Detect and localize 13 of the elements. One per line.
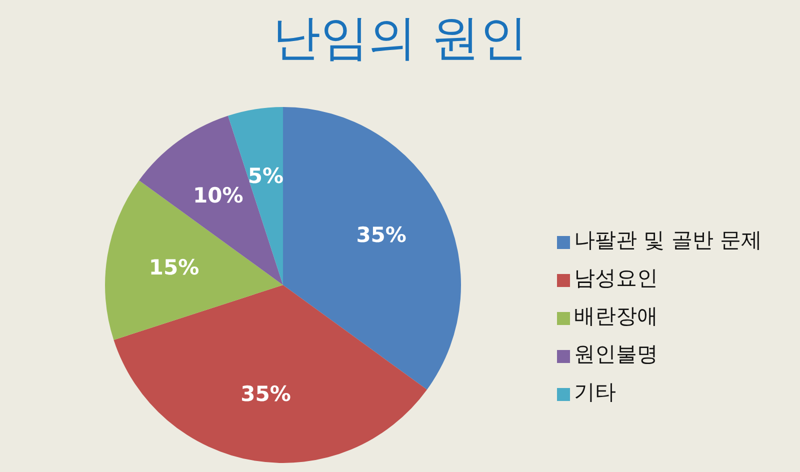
legend-label: 나팔관 및 골반 문제 bbox=[574, 228, 762, 252]
data-label: 35% bbox=[356, 222, 406, 247]
pie-slice bbox=[114, 285, 428, 463]
data-label: 5% bbox=[248, 164, 284, 188]
legend-label: 기타 bbox=[574, 380, 616, 404]
legend-label: 원인불명 bbox=[574, 342, 658, 366]
data-label: 15% bbox=[148, 256, 200, 280]
legend-label: 남성요인 bbox=[574, 266, 658, 290]
pie-slice bbox=[138, 116, 283, 285]
chart-title: 난임의 원인 bbox=[271, 9, 529, 68]
data-label: 10% bbox=[193, 184, 244, 208]
legend-label: 배란장애 bbox=[574, 304, 658, 328]
data-label: 35% bbox=[240, 382, 291, 406]
